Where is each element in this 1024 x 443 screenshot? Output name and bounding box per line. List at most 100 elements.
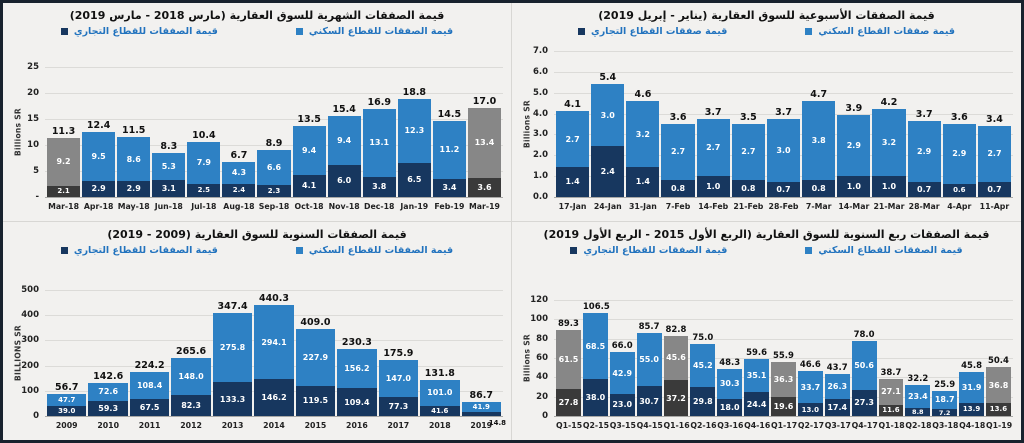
bar-Q3-18: 25.9 18.7 7.2 <box>932 379 958 416</box>
segment-residential: 45.6 <box>663 335 689 380</box>
total-label: 25.9 <box>934 379 956 390</box>
value-label: 18.7 <box>934 395 955 405</box>
legend-item-commercial: قيمة الصفقات للقطاع التجاري <box>570 245 727 256</box>
legend-item-residential: قيمة الصفقات للقطاع السكني <box>805 245 963 256</box>
total-label: 265.6 <box>176 346 207 358</box>
segment-commercial <box>461 412 501 416</box>
bar-Jun-18: 8.3 5.3 3.1 <box>152 140 186 197</box>
bar-Q1-17: 55.9 36.3 19.6 <box>771 351 796 416</box>
value-label: 82.3 <box>181 401 201 411</box>
legend-item-residential: قيمة الصفقات للقطاع السكني <box>295 26 453 37</box>
bar-Q1-19: 50.4 36.8 13.6 <box>986 356 1011 416</box>
segment-commercial: 119.5 <box>295 385 336 416</box>
chart-panel-quarterly: قيمة الصفقات ربع السنوية للسوق العقارية … <box>512 221 1021 440</box>
value-label: 5.3 <box>161 162 176 172</box>
value-label: 0.7 <box>987 184 1002 194</box>
value-label: 0.8 <box>741 183 756 193</box>
x-axis-label: 2010 <box>97 421 120 430</box>
segment-residential: 13.1 <box>362 108 396 177</box>
value-label: 7.9 <box>196 158 211 168</box>
value-label: 45.2 <box>692 360 713 370</box>
legend-item-commercial: قيمة صفقات القطاع التجاري <box>578 26 727 37</box>
segment-residential: 31.9 <box>959 371 984 403</box>
x-axis-labels: 2009 2010 2011 2012 2013 2014 2015 2016 2017 2018… <box>45 421 503 434</box>
segment-residential: 35.1 <box>744 358 769 393</box>
segment-residential: 18.7 <box>932 390 958 409</box>
value-label: 35.1 <box>746 370 767 380</box>
total-label: 86.7 <box>469 389 493 401</box>
value-label: 39.0 <box>58 407 76 416</box>
y-axis-title: BILLIONS SR <box>13 325 23 381</box>
bar-2009: 56.7 47.7 39.0 <box>47 382 87 416</box>
chart-body: Billions SR 25 20 15 10 5 - 11.3 9.2 2.1 12.4 9.5 2… <box>14 51 503 215</box>
x-axis-label: Q3-18 <box>932 421 959 430</box>
value-label: 8.6 <box>126 154 141 164</box>
plot-area: Billions SR 7.0 6.0 5.0 4.0 3.0 2.0 1.0 0.0 4.1 2… <box>523 46 1013 202</box>
gridline <box>554 92 1013 94</box>
value-label: 2.3 <box>267 186 281 195</box>
y-axis-tick: 200 <box>21 360 39 371</box>
plot-area: Billions SR 120 100 80 60 40 20 0 89.3 61.5 27.8 1… <box>523 295 1013 421</box>
total-label: 59.6 <box>746 347 768 358</box>
bar-Q2-18: 32.2 23.4 8.8 <box>905 374 931 416</box>
segment-commercial: 0.8 <box>731 179 765 197</box>
value-label: 37.2 <box>666 393 686 403</box>
x-axis-label: 2018 <box>428 421 451 430</box>
segment-residential: 6.6 <box>257 150 291 185</box>
segment-commercial: 23.0 <box>609 393 635 416</box>
value-label: 2.9 <box>846 140 861 150</box>
bars-row: 11.3 9.2 2.1 12.4 9.5 2.9 11.5 8.6 2.9 8.3 5.3 3.1 1… <box>45 51 503 197</box>
value-label: 18.0 <box>719 402 740 412</box>
bars-row: 89.3 61.5 27.8 106.5 68.5 38.0 66.0 42.9 23.0 85.… <box>554 284 1013 416</box>
total-label: 11.5 <box>121 124 146 136</box>
segment-commercial: 13.9 <box>959 402 984 416</box>
segment-residential: 156.2 <box>337 349 377 389</box>
segment-commercial: 2.1 <box>47 185 81 197</box>
value-label: 6.6 <box>266 162 282 172</box>
total-label: 8.3 <box>160 140 178 152</box>
value-label: 1.4 <box>635 177 650 187</box>
total-label: 66.0 <box>611 341 633 352</box>
x-axis-label: Q1-15 <box>556 421 583 430</box>
value-label: 23.0 <box>612 400 633 410</box>
segment-commercial: 1.0 <box>837 175 871 197</box>
value-label: 42.9 <box>612 368 633 378</box>
segment-residential: 9.4 <box>292 126 326 176</box>
value-label: 2.4 <box>232 186 246 195</box>
total-label: 409.0 <box>300 316 331 328</box>
segment-residential: 2.9 <box>837 115 871 176</box>
legend-item-commercial: قيمة الصفقات للقطاع التجاري <box>60 26 218 37</box>
total-label: 15.4 <box>332 104 356 116</box>
segment-residential: 148.0 <box>171 358 211 396</box>
segment-residential: 2.9 <box>907 121 941 182</box>
y-axis-tick: 0.0 <box>532 192 548 202</box>
total-label: 440.3 <box>258 293 290 305</box>
y-axis-tick: 1.0 <box>532 171 548 182</box>
total-label: 50.4 <box>987 356 1009 367</box>
chart-title-monthly: قيمة الصفقات الشهرية للسوق العقارية (مار… <box>69 9 445 22</box>
bar-Q4-17: 78.0 50.6 27.3 <box>851 330 877 416</box>
chart-panel-annual: قيمة الصفقات السنوية للسوق العقارية (200… <box>3 221 512 440</box>
bar-14-Feb: 3.7 2.7 1.0 <box>696 107 730 197</box>
value-label: 3.0 <box>600 110 615 120</box>
segment-commercial: 39.0 <box>47 406 87 416</box>
segment-residential: 11.2 <box>432 120 466 179</box>
segment-commercial: 2.9 <box>117 181 151 197</box>
value-label: 67.5 <box>139 403 160 412</box>
x-axis-label: Q4-17 <box>851 421 878 430</box>
bar-Q4-15: 85.7 55.0 30.7 <box>636 322 662 416</box>
y-axis-tick: 100 <box>530 314 548 325</box>
chart-body: BILLIONS SR 500 400 300 200 100 0 56.7 47.7 39.0… <box>14 270 507 435</box>
segment-residential: 2.7 <box>696 119 730 176</box>
segment-residential: 294.1 <box>254 305 294 380</box>
segment-commercial: 18.0 <box>717 398 743 416</box>
value-label: 61.5 <box>558 354 579 364</box>
total-label: 5.4 <box>599 71 617 83</box>
x-axis-label: Q2-17 <box>797 421 825 430</box>
segment-residential: 47.7 <box>47 394 87 407</box>
x-axis-label: Q3-17 <box>824 421 851 430</box>
bar-7-Mar: 4.7 3.8 0.8 <box>802 89 836 197</box>
value-label: 19.6 <box>773 402 794 412</box>
bar-Q4-18: 45.8 31.9 13.9 <box>959 361 984 416</box>
y-axis-tick: 80 <box>536 333 548 344</box>
